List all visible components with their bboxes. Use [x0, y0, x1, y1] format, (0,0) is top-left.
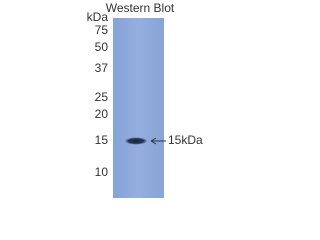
marker-label: 50	[95, 40, 109, 54]
western-blot-figure: Western Blot kDa 75 50 37 25 20 15 10 15kDa	[87, 1, 203, 198]
marker-label: 10	[95, 165, 109, 179]
band-label: 15kDa	[168, 133, 203, 147]
marker-label: 37	[95, 61, 109, 75]
arrow-head	[150, 137, 157, 145]
marker-label: 20	[95, 107, 109, 121]
title: Western Blot	[106, 1, 175, 15]
unit-label: kDa	[87, 10, 109, 24]
marker-label: 75	[95, 23, 109, 37]
gel-lane	[113, 18, 164, 198]
marker-label: 25	[95, 90, 109, 104]
marker-label: 15	[95, 133, 109, 147]
marker-labels: 75 50 37 25 20 15 10	[95, 23, 109, 179]
protein-band	[125, 137, 147, 145]
